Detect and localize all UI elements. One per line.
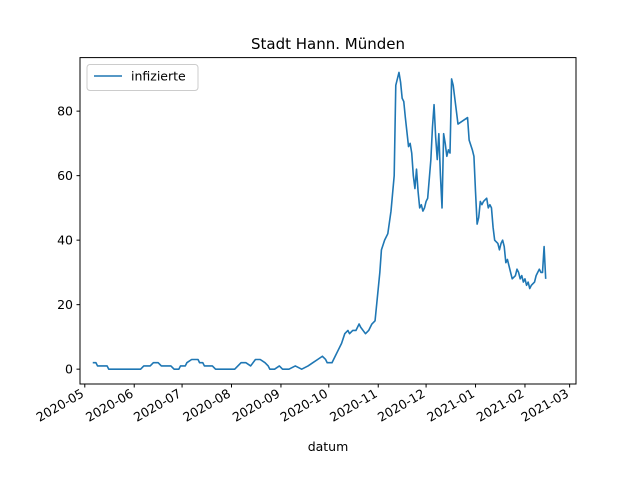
y-tick-label: 80 — [57, 104, 73, 119]
series-line-infizierte — [92, 71, 547, 370]
legend-label-infizierte: infizierte — [131, 69, 186, 84]
y-tick-label: 40 — [57, 233, 73, 248]
legend: infizierte — [86, 64, 199, 91]
chart-title: Stadt Hann. Münden — [251, 35, 405, 53]
y-tick-label: 0 — [65, 362, 73, 377]
x-axis-label: datum — [308, 439, 349, 454]
legend-box — [86, 64, 199, 91]
y-tick-label: 60 — [57, 168, 73, 183]
plot-frame — [79, 57, 577, 385]
y-tick-label: 20 — [57, 297, 73, 312]
series-layer — [92, 71, 547, 370]
